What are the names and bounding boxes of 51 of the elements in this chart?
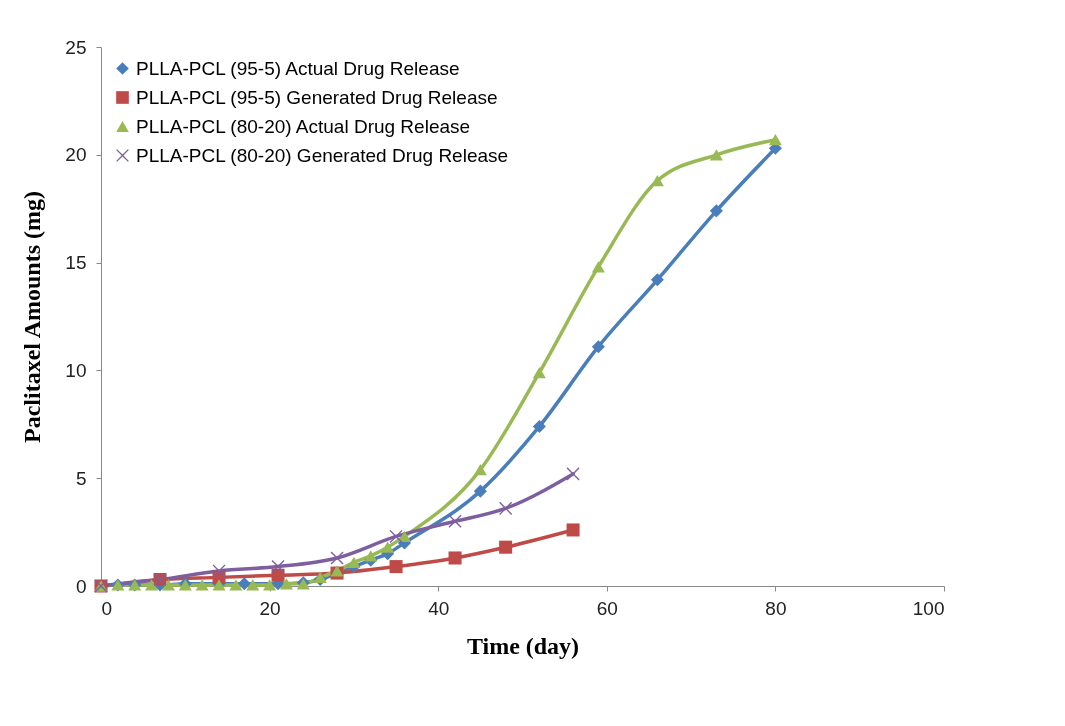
y-tick-label: 0 [75, 575, 87, 597]
point [532, 366, 546, 379]
point [161, 579, 175, 591]
y-tick-label: 10 [65, 359, 87, 381]
point [263, 579, 277, 591]
point [237, 577, 251, 591]
point [195, 579, 209, 591]
point [271, 560, 285, 574]
x-tick-label: 100 [912, 597, 945, 619]
point [473, 463, 487, 476]
x-tick-label: 60 [596, 597, 618, 619]
point [279, 578, 293, 590]
point [271, 568, 285, 582]
point [499, 540, 513, 554]
point [473, 484, 487, 498]
legend-label: PLLA-PCL (80-20) Actual Drug Release [136, 115, 471, 137]
legend-label: PLLA-PCL (95-5) Actual Drug Release [136, 57, 460, 79]
point [389, 560, 403, 574]
point [381, 541, 395, 553]
y-axis-title: Paclitaxel Amounts (mg) [19, 191, 46, 443]
point [364, 550, 378, 562]
y-tick-label: 5 [75, 467, 87, 489]
point [229, 579, 243, 591]
legend-label: PLLA-PCL (80-20) Generated Drug Release [136, 144, 509, 166]
point [347, 556, 361, 568]
point [389, 529, 403, 543]
point [591, 340, 605, 354]
y-tick-label: 20 [65, 144, 87, 166]
x-tick-label: 80 [765, 597, 787, 619]
x-tick-label: 40 [428, 597, 450, 619]
point [591, 261, 605, 273]
y-tick-label: 25 [65, 36, 87, 58]
point [566, 467, 580, 481]
point [397, 530, 411, 543]
point [246, 579, 260, 591]
point [448, 514, 462, 528]
point [532, 419, 546, 433]
point [709, 204, 723, 218]
y-tick-label: 15 [65, 252, 87, 274]
x-axis-title: Time (day) [466, 632, 580, 659]
point [212, 564, 226, 578]
point [650, 175, 664, 187]
point [650, 273, 664, 287]
legend-label: PLLA-PCL (95-5) Generated Drug Release [136, 86, 498, 108]
point [566, 523, 580, 537]
point [145, 579, 159, 591]
x-tick-label: 0 [101, 597, 113, 619]
point [709, 149, 723, 161]
x-tick-label: 20 [259, 597, 281, 619]
point [448, 551, 462, 565]
point [768, 134, 782, 146]
